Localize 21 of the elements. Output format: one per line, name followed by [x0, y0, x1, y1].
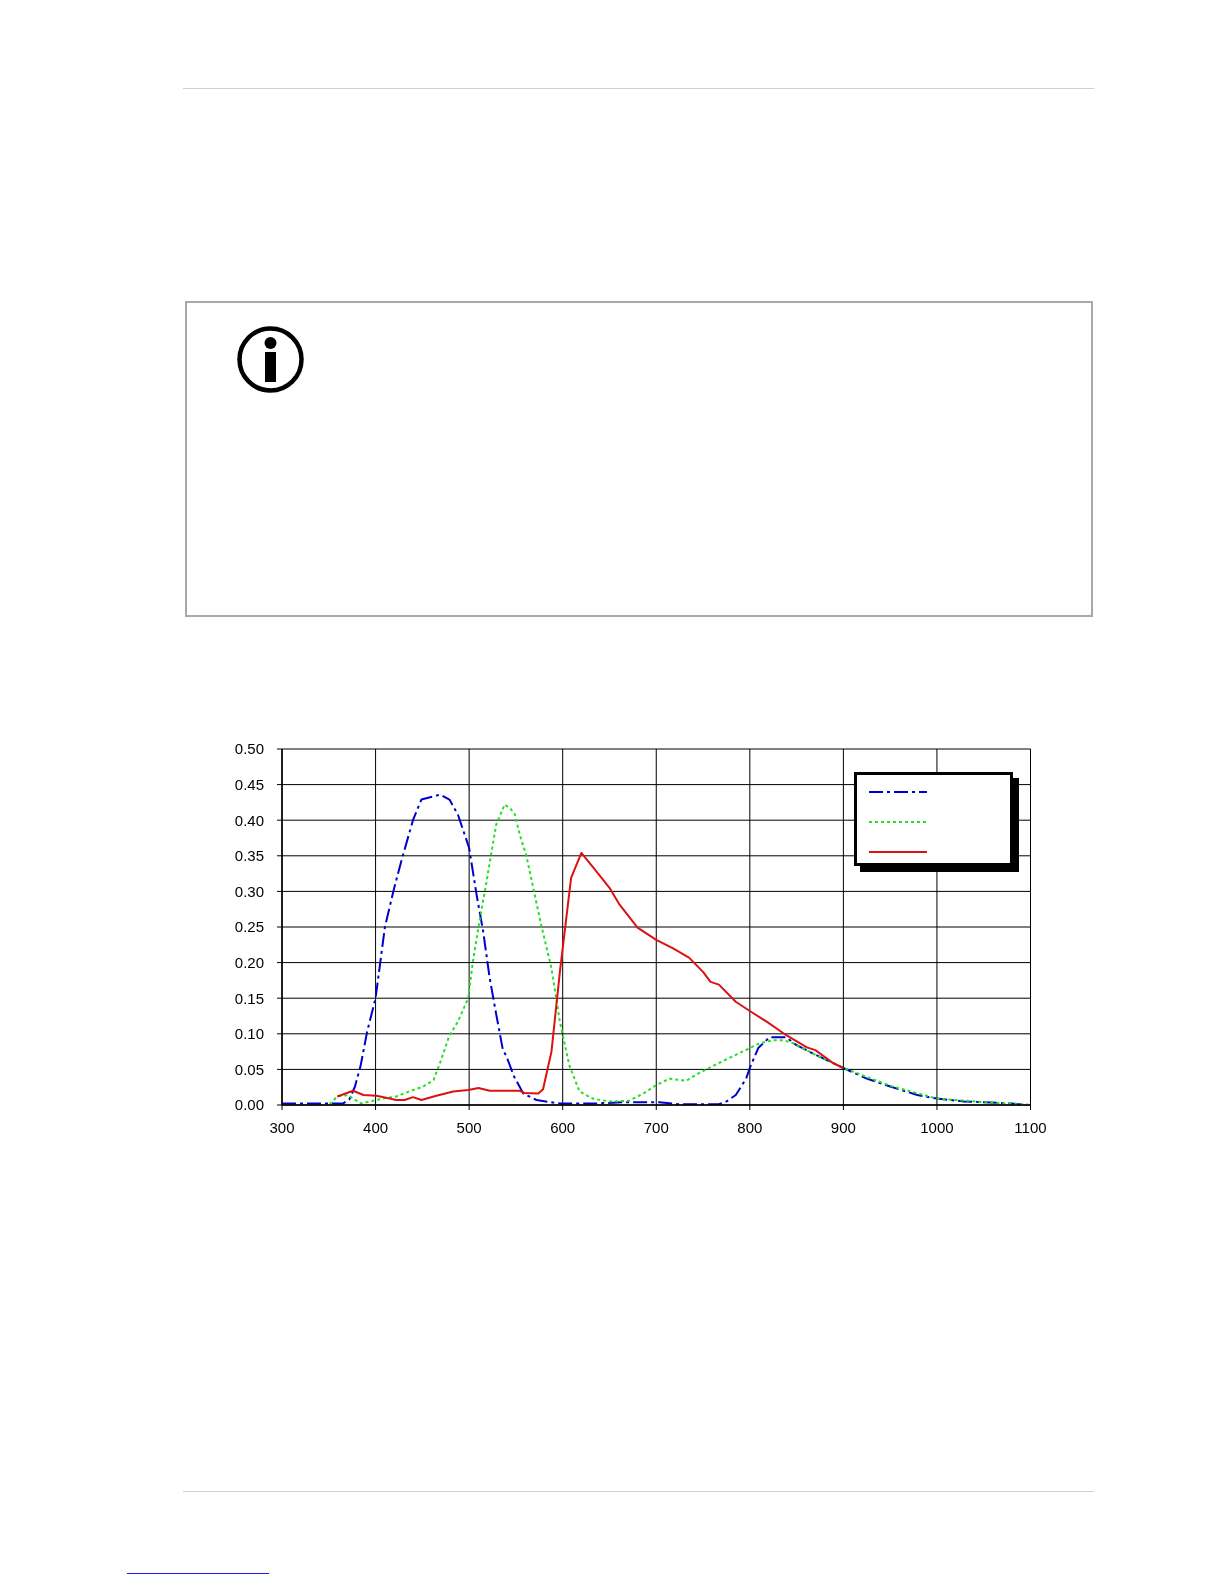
x-tick-label: 800: [737, 1118, 763, 1136]
x-tick-label: 400: [363, 1118, 389, 1136]
x-tick-label: 1100: [1014, 1118, 1047, 1136]
line-series: [336, 851, 845, 1102]
y-tick-label: 0.00: [234, 1096, 264, 1114]
y-tick-label: 0.35: [234, 847, 264, 865]
y-tick-label: 0.25: [234, 918, 264, 936]
x-tick-label: 500: [456, 1118, 482, 1136]
y-tick-label: 0.10: [234, 1025, 264, 1043]
y-tick-label: 0.20: [234, 953, 264, 971]
x-tick-label: 300: [269, 1118, 295, 1136]
y-tick-label: 0.50: [234, 740, 264, 758]
y-tick-label: 0.40: [234, 811, 264, 829]
x-tick-label: 900: [830, 1118, 856, 1136]
y-tick-label: 0.30: [234, 882, 264, 900]
y-tick-label: 0.15: [234, 989, 264, 1007]
y-tick-label: 0.45: [234, 775, 264, 793]
y-tick-label: 0.05: [234, 1060, 264, 1078]
x-tick-label: 600: [550, 1118, 576, 1136]
x-tick-label: 700: [643, 1118, 669, 1136]
x-tick-label: 1000: [920, 1118, 954, 1136]
